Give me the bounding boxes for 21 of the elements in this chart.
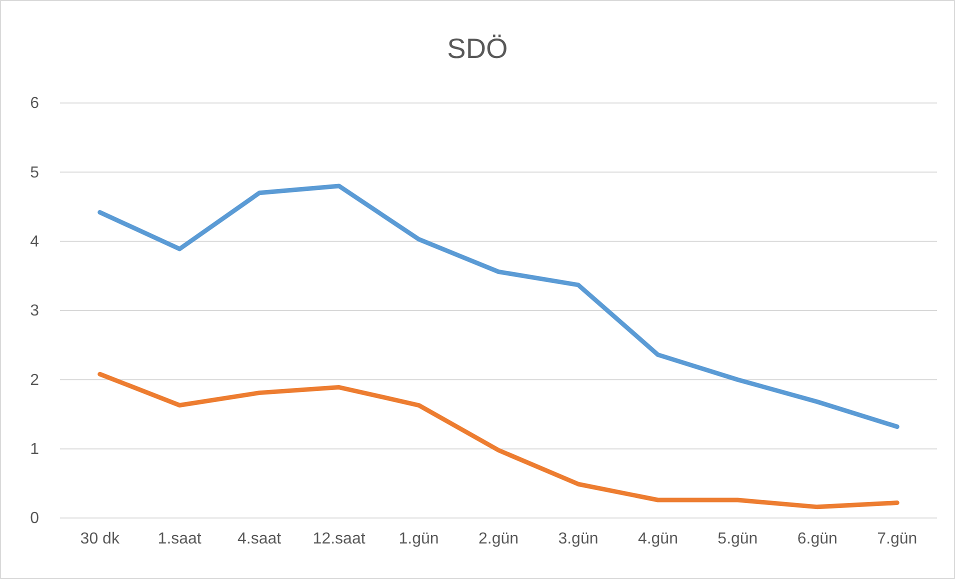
x-tick-label: 2.gün xyxy=(478,530,519,548)
chart-title: SDÖ xyxy=(447,33,508,64)
x-tick-label: 1.saat xyxy=(158,530,202,548)
y-tick-label: 4 xyxy=(30,233,40,250)
x-tick-label: 12.saat xyxy=(312,530,366,548)
y-tick-label: 3 xyxy=(30,302,40,320)
y-tick-label: 2 xyxy=(30,372,40,389)
x-tick-label: 4.saat xyxy=(238,530,282,548)
x-tick-label: 7.gün xyxy=(877,530,918,548)
y-tick-label: 5 xyxy=(30,164,40,182)
x-tick-label: 1.gün xyxy=(398,530,439,548)
y-tick-label: 6 xyxy=(30,95,40,112)
y-tick-label: 0 xyxy=(30,510,40,528)
line-series xyxy=(98,184,900,429)
x-tick-label: 6.gün xyxy=(797,530,838,548)
x-tick-label: 5.gün xyxy=(718,530,758,548)
x-tick-label: 4.gün xyxy=(638,530,678,548)
line-series xyxy=(98,372,900,510)
x-tick-label: 3.gün xyxy=(558,530,598,548)
x-tick-label: 30 dk xyxy=(80,530,120,548)
y-tick-label: 1 xyxy=(30,440,40,458)
